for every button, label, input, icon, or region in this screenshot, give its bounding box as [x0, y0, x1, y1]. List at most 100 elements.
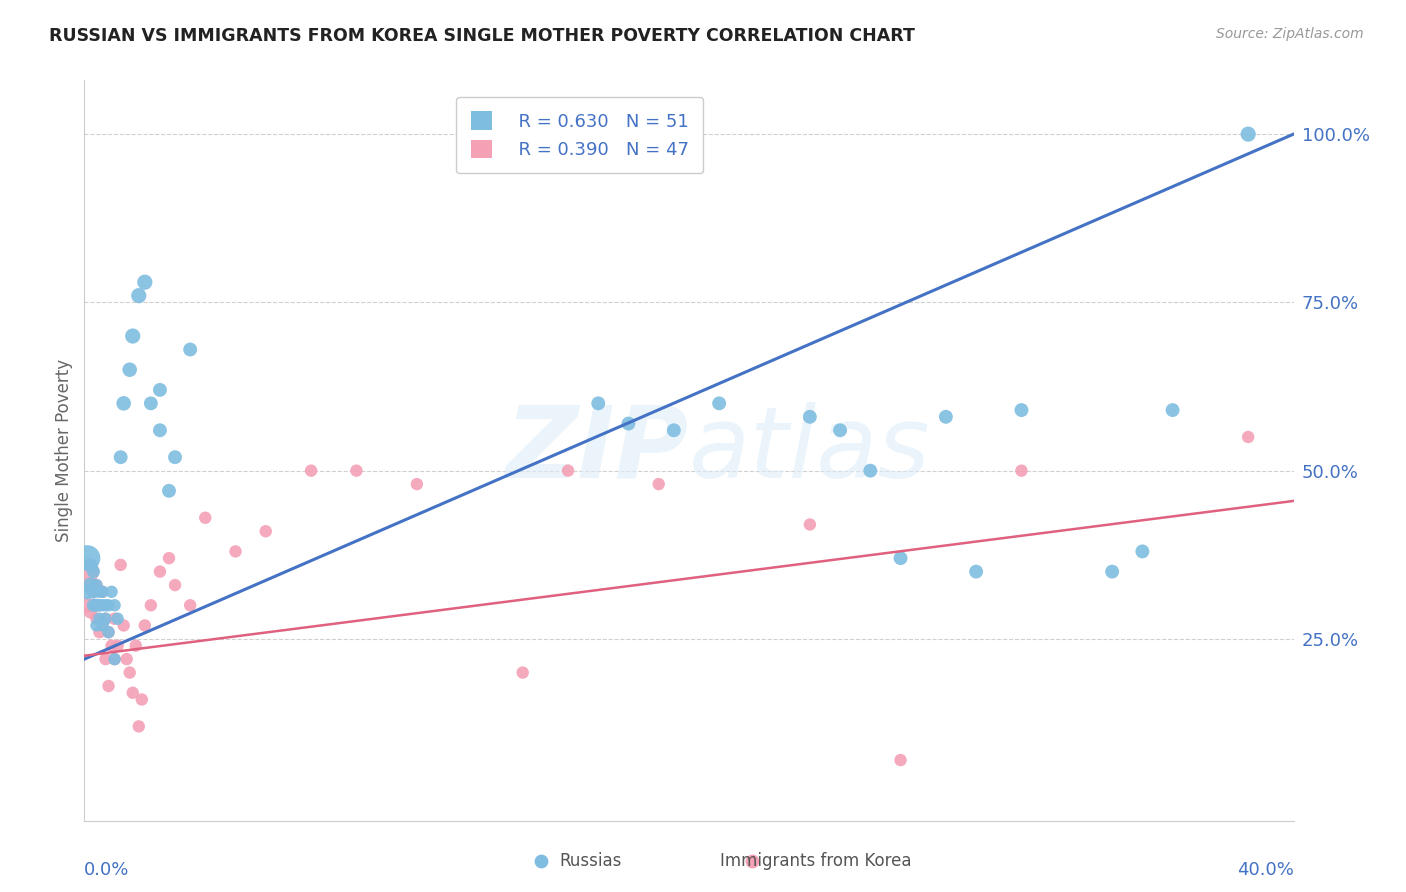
Point	[110, 450, 132, 465]
Point	[82, 599, 104, 613]
Point	[346, 464, 368, 478]
Point	[1130, 544, 1153, 558]
Point	[406, 477, 429, 491]
Point	[648, 477, 671, 491]
Point	[82, 584, 104, 599]
Point	[225, 544, 247, 558]
Point	[82, 565, 104, 579]
Point	[86, 599, 108, 613]
Point	[76, 565, 98, 579]
Point	[76, 584, 98, 599]
Point	[157, 483, 180, 498]
Point	[165, 578, 187, 592]
Point	[86, 612, 108, 626]
Point	[82, 599, 104, 613]
Point	[97, 679, 120, 693]
Point	[179, 599, 201, 613]
Point	[254, 524, 277, 539]
Point	[86, 618, 108, 632]
Point	[165, 450, 187, 465]
Point	[104, 652, 127, 666]
Point	[149, 423, 172, 437]
Point	[94, 599, 117, 613]
Point	[104, 612, 127, 626]
Point	[86, 578, 108, 592]
Point	[91, 584, 114, 599]
Point	[79, 578, 101, 592]
Text: atlas: atlas	[689, 402, 931, 499]
Point	[935, 409, 957, 424]
Point	[107, 639, 129, 653]
Point	[128, 719, 150, 733]
Point	[125, 639, 148, 653]
Point	[76, 599, 98, 613]
Point	[1237, 127, 1260, 141]
Point	[79, 578, 101, 592]
Point	[890, 551, 912, 566]
Point	[118, 665, 141, 680]
Point	[1161, 403, 1184, 417]
Text: Immigrants from Korea: Immigrants from Korea	[720, 852, 911, 870]
Point	[194, 510, 217, 524]
Text: ZIP: ZIP	[506, 402, 689, 499]
Point	[89, 584, 111, 599]
Point	[118, 362, 141, 376]
Point	[82, 584, 104, 599]
Legend:   R = 0.630   N = 51,   R = 0.390   N = 47: R = 0.630 N = 51, R = 0.390 N = 47	[456, 96, 703, 173]
Text: 0.0%: 0.0%	[84, 862, 129, 880]
Point	[965, 565, 987, 579]
Point	[149, 565, 172, 579]
Point	[107, 612, 129, 626]
Point	[100, 584, 122, 599]
Point	[709, 396, 731, 410]
Point	[91, 618, 114, 632]
Point	[121, 329, 143, 343]
Point	[112, 396, 135, 410]
Point	[89, 599, 111, 613]
Point	[139, 396, 162, 410]
Point	[79, 558, 101, 572]
Point	[86, 578, 108, 592]
Point	[134, 275, 156, 289]
Point	[157, 551, 180, 566]
Text: Russias: Russias	[560, 852, 621, 870]
Point	[530, 854, 553, 868]
Text: Source: ZipAtlas.com: Source: ZipAtlas.com	[1216, 27, 1364, 41]
Point	[104, 652, 127, 666]
Point	[76, 551, 98, 566]
Point	[94, 612, 117, 626]
Y-axis label: Single Mother Poverty: Single Mother Poverty	[55, 359, 73, 542]
Point	[1237, 430, 1260, 444]
Point	[104, 599, 127, 613]
Point	[79, 605, 101, 619]
Point	[89, 599, 111, 613]
Point	[799, 517, 821, 532]
Point	[91, 599, 114, 613]
Point	[97, 599, 120, 613]
Point	[588, 396, 610, 410]
Point	[94, 652, 117, 666]
Point	[741, 854, 763, 868]
Point	[557, 464, 579, 478]
Point	[139, 599, 162, 613]
Point	[662, 423, 685, 437]
Point	[830, 423, 852, 437]
Text: RUSSIAN VS IMMIGRANTS FROM KOREA SINGLE MOTHER POVERTY CORRELATION CHART: RUSSIAN VS IMMIGRANTS FROM KOREA SINGLE …	[49, 27, 915, 45]
Point	[799, 409, 821, 424]
Point	[131, 692, 153, 706]
Point	[299, 464, 322, 478]
Text: 40.0%: 40.0%	[1237, 862, 1294, 880]
Point	[121, 686, 143, 700]
Point	[1011, 464, 1033, 478]
Point	[149, 383, 172, 397]
Point	[134, 618, 156, 632]
Point	[91, 584, 114, 599]
Point	[1011, 403, 1033, 417]
Point	[97, 625, 120, 640]
Point	[112, 618, 135, 632]
Point	[91, 618, 114, 632]
Point	[100, 639, 122, 653]
Point	[94, 612, 117, 626]
Point	[89, 625, 111, 640]
Point	[859, 464, 882, 478]
